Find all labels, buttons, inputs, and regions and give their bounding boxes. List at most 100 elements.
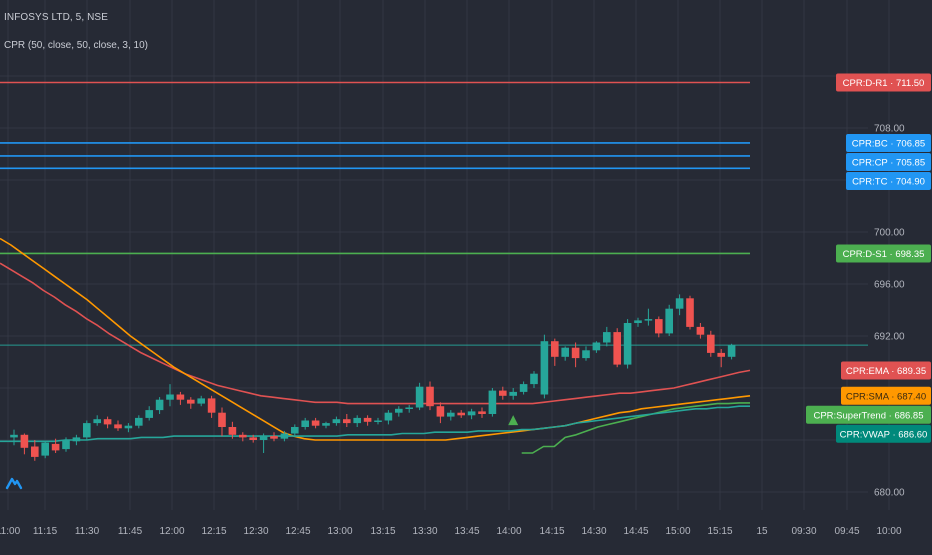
candle-body — [644, 319, 653, 321]
candle-up — [332, 416, 341, 426]
time-tick-label: 13:00 — [327, 526, 352, 537]
candle-body — [395, 408, 403, 413]
candle-up — [322, 421, 330, 429]
candle-down — [426, 381, 434, 411]
value-label-text: CPR:EMA · 689.35 — [846, 366, 926, 377]
candle-body — [10, 434, 18, 438]
time-tick-label: 13:15 — [370, 526, 395, 537]
candle-body — [623, 323, 632, 365]
price-tick-label: 696.00 — [874, 280, 905, 291]
candle-up — [582, 346, 590, 361]
candle-up — [166, 384, 174, 407]
candle-body — [707, 334, 715, 353]
candle-body — [166, 394, 174, 400]
indicator-legend[interactable]: CPR (50, close, 50, close, 3, 10) — [4, 40, 148, 51]
candle-body — [509, 391, 517, 396]
candle-body — [135, 417, 143, 426]
candle-up — [41, 441, 49, 459]
grid — [0, 0, 890, 510]
value-label-text: CPR:D-R1 · 711.50 — [843, 78, 925, 89]
candle-body — [353, 417, 361, 424]
candle-up — [467, 408, 476, 420]
candles — [10, 294, 736, 461]
candle-body — [311, 420, 320, 426]
candle-down — [613, 328, 621, 368]
candle-body — [114, 424, 122, 429]
candle-body — [686, 298, 694, 327]
candle-body — [727, 345, 736, 357]
time-tick-label: 12:45 — [285, 526, 310, 537]
candle-body — [124, 425, 133, 429]
candle-up — [197, 395, 205, 407]
candle-body — [603, 332, 611, 343]
candle-body — [363, 417, 372, 422]
candle-up — [488, 388, 497, 417]
time-tick-label: 14:45 — [623, 526, 648, 537]
symbol-title[interactable]: INFOSYS LTD, 5, NSE — [4, 12, 108, 23]
candle-up — [727, 343, 736, 360]
candle-down — [228, 421, 237, 439]
candle-body — [488, 390, 497, 414]
candle-down — [551, 338, 559, 366]
candle-body — [436, 406, 445, 417]
time-tick-label: 10:00 — [876, 526, 901, 537]
candle-down — [707, 330, 715, 357]
time-tick-label: 13:45 — [454, 526, 479, 537]
candle-up — [93, 415, 101, 426]
value-label-text: CPR:TC · 704.90 — [852, 176, 925, 187]
candle-body — [145, 410, 153, 418]
candle-up — [72, 434, 81, 446]
candle-up — [155, 397, 164, 414]
candle-up — [280, 430, 289, 442]
candle-body — [259, 436, 268, 440]
supertrend-marker — [508, 415, 519, 426]
candle-down — [51, 438, 60, 453]
candle-up — [62, 437, 70, 452]
candle-up — [447, 410, 455, 421]
candle-body — [291, 427, 299, 434]
candle-body — [103, 419, 112, 425]
candle-body — [447, 412, 455, 417]
candle-up — [135, 415, 143, 429]
candle-up — [291, 424, 299, 437]
candle-up — [374, 417, 382, 425]
candle-up — [145, 406, 153, 421]
value-label: CPR:TC · 704.90 — [846, 171, 931, 190]
candle-up — [259, 433, 268, 453]
candle-body — [540, 341, 549, 395]
value-label-bg — [836, 244, 931, 263]
value-label: CPR:SuperTrend · 686.85 — [806, 405, 931, 424]
value-label-bg — [836, 424, 931, 443]
candle-body — [280, 433, 289, 439]
candle-body — [582, 350, 590, 359]
candle-down — [187, 397, 195, 409]
candle-down — [457, 410, 465, 418]
candle-body — [93, 419, 101, 424]
candle-body — [239, 434, 247, 438]
candle-up — [603, 326, 611, 347]
candle-body — [592, 342, 601, 351]
candle-up — [675, 294, 684, 316]
candle-up — [540, 334, 549, 399]
candle-body — [675, 298, 684, 309]
candle-down — [717, 349, 725, 368]
candle-down — [207, 395, 216, 418]
candle-down — [218, 407, 226, 437]
candle-up — [405, 404, 413, 413]
time-tick-label: 15 — [756, 526, 768, 537]
price-axis[interactable]: 680.00 692.00 696.00 700.00 708.00 — [874, 124, 905, 499]
candle-up — [83, 420, 91, 440]
candle-down — [249, 434, 257, 443]
candle-down — [478, 407, 486, 418]
time-tick-label: 09:45 — [834, 526, 859, 537]
value-label-bg — [846, 133, 931, 152]
time-axis[interactable]: 11:00 11:15 11:30 11:45 12:00 12:15 12:30 12:45… — [0, 526, 902, 537]
time-tick-label: 12:30 — [243, 526, 268, 537]
candle-up — [634, 317, 642, 327]
time-tick-label: 13:30 — [412, 526, 437, 537]
candle-down — [31, 440, 39, 461]
tradingview-logo-icon[interactable] — [5, 474, 23, 492]
candle-body — [665, 308, 673, 334]
